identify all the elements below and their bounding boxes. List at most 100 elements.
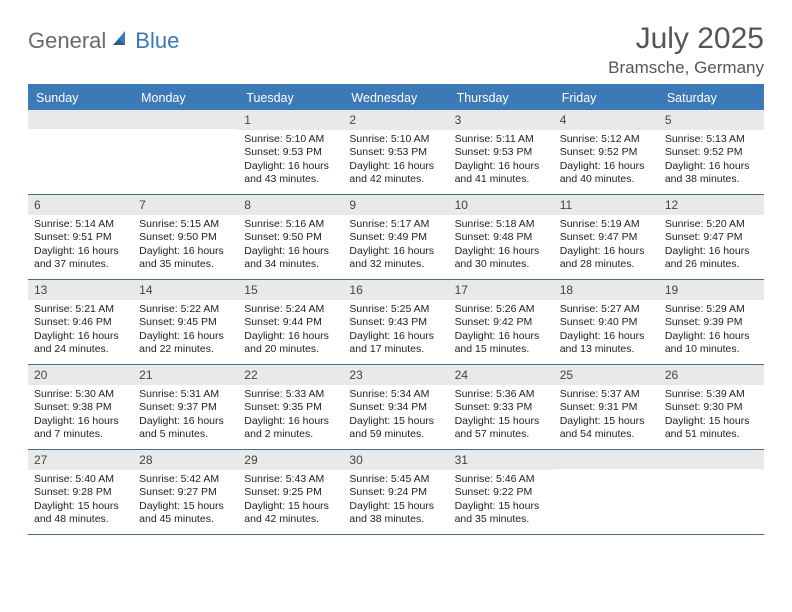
page: General Blue July 2025 Bramsche, Germany… xyxy=(0,0,792,557)
day-number: 16 xyxy=(343,280,448,300)
day-number: 5 xyxy=(659,110,764,130)
day-number: 11 xyxy=(554,195,659,215)
day-content: Sunrise: 5:31 AMSunset: 9:37 PMDaylight:… xyxy=(133,385,238,446)
day-cell: 28Sunrise: 5:42 AMSunset: 9:27 PMDayligh… xyxy=(133,450,238,534)
day-content: Sunrise: 5:29 AMSunset: 9:39 PMDaylight:… xyxy=(659,300,764,361)
day-number: 7 xyxy=(133,195,238,215)
calendar: SundayMondayTuesdayWednesdayThursdayFrid… xyxy=(28,84,764,535)
day-cell-empty xyxy=(28,110,133,194)
logo-text-general: General xyxy=(28,28,106,54)
day-content: Sunrise: 5:45 AMSunset: 9:24 PMDaylight:… xyxy=(343,470,448,531)
day-content: Sunrise: 5:19 AMSunset: 9:47 PMDaylight:… xyxy=(554,215,659,276)
header: General Blue July 2025 Bramsche, Germany xyxy=(28,22,764,78)
title-block: July 2025 Bramsche, Germany xyxy=(608,22,764,78)
week-row: 13Sunrise: 5:21 AMSunset: 9:46 PMDayligh… xyxy=(28,280,764,365)
day-content: Sunrise: 5:16 AMSunset: 9:50 PMDaylight:… xyxy=(238,215,343,276)
location: Bramsche, Germany xyxy=(608,58,764,78)
day-content: Sunrise: 5:10 AMSunset: 9:53 PMDaylight:… xyxy=(343,130,448,191)
day-number: 31 xyxy=(449,450,554,470)
day-content: Sunrise: 5:27 AMSunset: 9:40 PMDaylight:… xyxy=(554,300,659,361)
day-content: Sunrise: 5:43 AMSunset: 9:25 PMDaylight:… xyxy=(238,470,343,531)
weekday-sunday: Sunday xyxy=(28,86,133,110)
day-cell: 30Sunrise: 5:45 AMSunset: 9:24 PMDayligh… xyxy=(343,450,448,534)
day-cell: 29Sunrise: 5:43 AMSunset: 9:25 PMDayligh… xyxy=(238,450,343,534)
day-cell: 18Sunrise: 5:27 AMSunset: 9:40 PMDayligh… xyxy=(554,280,659,364)
day-number: 21 xyxy=(133,365,238,385)
day-content: Sunrise: 5:18 AMSunset: 9:48 PMDaylight:… xyxy=(449,215,554,276)
day-number xyxy=(659,450,764,469)
day-number: 20 xyxy=(28,365,133,385)
day-content: Sunrise: 5:26 AMSunset: 9:42 PMDaylight:… xyxy=(449,300,554,361)
day-cell: 31Sunrise: 5:46 AMSunset: 9:22 PMDayligh… xyxy=(449,450,554,534)
day-content: Sunrise: 5:22 AMSunset: 9:45 PMDaylight:… xyxy=(133,300,238,361)
day-number: 28 xyxy=(133,450,238,470)
logo: General Blue xyxy=(28,28,179,54)
day-content: Sunrise: 5:21 AMSunset: 9:46 PMDaylight:… xyxy=(28,300,133,361)
day-number: 17 xyxy=(449,280,554,300)
day-number: 2 xyxy=(343,110,448,130)
day-cell: 9Sunrise: 5:17 AMSunset: 9:49 PMDaylight… xyxy=(343,195,448,279)
day-number: 13 xyxy=(28,280,133,300)
day-content: Sunrise: 5:25 AMSunset: 9:43 PMDaylight:… xyxy=(343,300,448,361)
day-number: 4 xyxy=(554,110,659,130)
day-content: Sunrise: 5:20 AMSunset: 9:47 PMDaylight:… xyxy=(659,215,764,276)
day-number: 26 xyxy=(659,365,764,385)
day-cell: 23Sunrise: 5:34 AMSunset: 9:34 PMDayligh… xyxy=(343,365,448,449)
day-cell: 15Sunrise: 5:24 AMSunset: 9:44 PMDayligh… xyxy=(238,280,343,364)
day-number: 30 xyxy=(343,450,448,470)
day-number: 24 xyxy=(449,365,554,385)
day-cell: 25Sunrise: 5:37 AMSunset: 9:31 PMDayligh… xyxy=(554,365,659,449)
day-cell: 5Sunrise: 5:13 AMSunset: 9:52 PMDaylight… xyxy=(659,110,764,194)
day-number xyxy=(133,110,238,129)
weekday-wednesday: Wednesday xyxy=(343,86,448,110)
day-number: 3 xyxy=(449,110,554,130)
month-title: July 2025 xyxy=(608,22,764,56)
day-number: 10 xyxy=(449,195,554,215)
day-cell: 1Sunrise: 5:10 AMSunset: 9:53 PMDaylight… xyxy=(238,110,343,194)
day-cell: 24Sunrise: 5:36 AMSunset: 9:33 PMDayligh… xyxy=(449,365,554,449)
day-cell: 4Sunrise: 5:12 AMSunset: 9:52 PMDaylight… xyxy=(554,110,659,194)
day-cell: 13Sunrise: 5:21 AMSunset: 9:46 PMDayligh… xyxy=(28,280,133,364)
week-row: 6Sunrise: 5:14 AMSunset: 9:51 PMDaylight… xyxy=(28,195,764,280)
day-cell-empty xyxy=(659,450,764,534)
weekday-saturday: Saturday xyxy=(659,86,764,110)
day-number: 14 xyxy=(133,280,238,300)
logo-sail-icon xyxy=(111,29,131,54)
day-cell: 17Sunrise: 5:26 AMSunset: 9:42 PMDayligh… xyxy=(449,280,554,364)
day-content: Sunrise: 5:10 AMSunset: 9:53 PMDaylight:… xyxy=(238,130,343,191)
day-content: Sunrise: 5:24 AMSunset: 9:44 PMDaylight:… xyxy=(238,300,343,361)
day-number xyxy=(28,110,133,129)
day-content: Sunrise: 5:34 AMSunset: 9:34 PMDaylight:… xyxy=(343,385,448,446)
day-cell: 10Sunrise: 5:18 AMSunset: 9:48 PMDayligh… xyxy=(449,195,554,279)
day-cell: 14Sunrise: 5:22 AMSunset: 9:45 PMDayligh… xyxy=(133,280,238,364)
day-cell: 11Sunrise: 5:19 AMSunset: 9:47 PMDayligh… xyxy=(554,195,659,279)
week-row: 20Sunrise: 5:30 AMSunset: 9:38 PMDayligh… xyxy=(28,365,764,450)
weekday-row: SundayMondayTuesdayWednesdayThursdayFrid… xyxy=(28,86,764,110)
week-row: 27Sunrise: 5:40 AMSunset: 9:28 PMDayligh… xyxy=(28,450,764,535)
day-content: Sunrise: 5:36 AMSunset: 9:33 PMDaylight:… xyxy=(449,385,554,446)
day-number: 8 xyxy=(238,195,343,215)
day-content: Sunrise: 5:11 AMSunset: 9:53 PMDaylight:… xyxy=(449,130,554,191)
day-number: 6 xyxy=(28,195,133,215)
day-cell: 6Sunrise: 5:14 AMSunset: 9:51 PMDaylight… xyxy=(28,195,133,279)
day-cell: 2Sunrise: 5:10 AMSunset: 9:53 PMDaylight… xyxy=(343,110,448,194)
logo-text-blue: Blue xyxy=(135,28,179,54)
weekday-tuesday: Tuesday xyxy=(238,86,343,110)
day-content: Sunrise: 5:14 AMSunset: 9:51 PMDaylight:… xyxy=(28,215,133,276)
day-number: 15 xyxy=(238,280,343,300)
weeks-container: 1Sunrise: 5:10 AMSunset: 9:53 PMDaylight… xyxy=(28,110,764,535)
weekday-monday: Monday xyxy=(133,86,238,110)
day-number: 25 xyxy=(554,365,659,385)
day-number: 27 xyxy=(28,450,133,470)
day-cell-empty xyxy=(133,110,238,194)
day-number: 29 xyxy=(238,450,343,470)
weekday-friday: Friday xyxy=(554,86,659,110)
day-content: Sunrise: 5:40 AMSunset: 9:28 PMDaylight:… xyxy=(28,470,133,531)
day-content: Sunrise: 5:15 AMSunset: 9:50 PMDaylight:… xyxy=(133,215,238,276)
day-content: Sunrise: 5:39 AMSunset: 9:30 PMDaylight:… xyxy=(659,385,764,446)
day-cell: 12Sunrise: 5:20 AMSunset: 9:47 PMDayligh… xyxy=(659,195,764,279)
weekday-thursday: Thursday xyxy=(449,86,554,110)
day-cell: 27Sunrise: 5:40 AMSunset: 9:28 PMDayligh… xyxy=(28,450,133,534)
day-content: Sunrise: 5:46 AMSunset: 9:22 PMDaylight:… xyxy=(449,470,554,531)
day-number: 18 xyxy=(554,280,659,300)
